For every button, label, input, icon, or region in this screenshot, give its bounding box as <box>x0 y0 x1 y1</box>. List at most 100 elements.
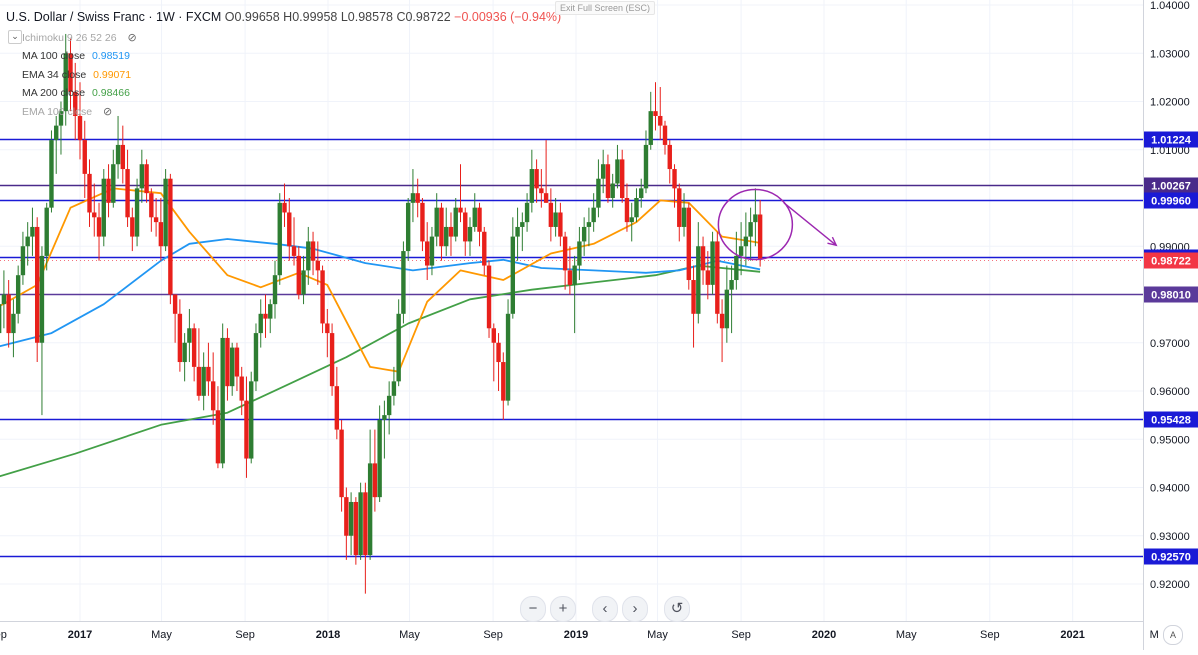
y-tick-label: 1.01000 <box>1150 145 1190 157</box>
candle-body <box>168 178 173 295</box>
candle <box>344 487 349 560</box>
x-tick-label: May <box>896 629 917 641</box>
indicator-label: MA 100 close <box>22 50 86 62</box>
candle <box>68 38 73 112</box>
zoom-out-button[interactable]: − <box>520 596 546 622</box>
candle <box>429 226 435 276</box>
candle-body <box>458 207 463 213</box>
candle-body <box>596 178 601 208</box>
candle <box>172 294 178 343</box>
candle-body <box>705 270 711 285</box>
eye-slash-icon[interactable]: ⊘ <box>127 32 137 44</box>
candle <box>463 207 468 256</box>
candle-body <box>543 193 549 203</box>
x-tick-label: Sep <box>980 629 1000 641</box>
candle <box>306 226 311 285</box>
candle <box>82 120 87 198</box>
candle-body <box>77 115 83 141</box>
candle <box>410 169 416 223</box>
candle <box>391 366 397 406</box>
candle-body <box>491 328 496 343</box>
candle-body <box>653 111 658 116</box>
eye-slash-icon[interactable]: ⊘ <box>102 106 113 118</box>
candle-body <box>386 395 392 416</box>
candle-body <box>429 236 435 266</box>
candle-body <box>172 294 178 314</box>
candle <box>743 212 749 266</box>
candle <box>510 217 516 319</box>
candle-body <box>215 410 221 464</box>
level-price-label: 1.01224 <box>1151 135 1192 147</box>
indicator-ema34[interactable]: EMA 34 close 0.99071 <box>22 69 131 81</box>
candle <box>253 323 259 391</box>
candle-body <box>239 376 244 401</box>
indicator-ma100[interactable]: MA 100 close 0.98519 <box>22 50 130 62</box>
reset-chart-button[interactable]: ↺ <box>664 596 690 622</box>
candle-body <box>567 270 573 285</box>
candle <box>1 270 7 329</box>
candle-body <box>691 280 696 314</box>
candle-body <box>34 226 40 343</box>
candle-body <box>158 222 164 247</box>
scroll-right-button[interactable]: › <box>622 596 648 622</box>
chart-navigation: − + ‹ › ↺ <box>520 596 690 622</box>
symbol-name[interactable]: U.S. Dollar / Swiss Franc · 1W · FXCM <box>6 10 222 24</box>
candle <box>482 226 487 276</box>
candle-body <box>229 347 235 387</box>
candle <box>472 193 477 232</box>
x-tick-label: 2020 <box>812 629 836 641</box>
indicator-ichimoku[interactable]: Ichimoku 9 26 52 26 ⊘ <box>22 31 137 44</box>
candle-body <box>6 294 11 334</box>
drawings <box>717 188 838 261</box>
candle <box>634 188 639 223</box>
zoom-in-button[interactable]: + <box>550 596 576 622</box>
candle-body <box>410 193 416 203</box>
price-labels: 1.012241.002670.999600.987700.980100.954… <box>1144 131 1198 565</box>
candle <box>315 241 321 285</box>
time-axis[interactable]: Sep 2017 May Sep 2018 May Sep 2019 May Sep 2020 May… <box>0 629 1159 641</box>
candle-body <box>58 111 64 126</box>
candle <box>39 246 45 416</box>
candle-body <box>20 246 26 276</box>
indicator-value: 0.98466 <box>91 87 130 99</box>
trend-arrow-head <box>827 236 838 247</box>
candle-body <box>325 323 330 334</box>
candle <box>672 164 677 208</box>
indicator-ema100[interactable]: EMA 100 close ⊘ <box>22 105 112 118</box>
candle <box>353 497 359 565</box>
candle <box>49 130 54 213</box>
indicator-ma200[interactable]: MA 200 close 0.98466 <box>22 87 130 99</box>
candle <box>448 212 454 256</box>
auto-scale-button[interactable]: A <box>1163 625 1183 645</box>
exit-fullscreen-button[interactable]: Exit Full Screen (ESC) <box>555 1 656 15</box>
candle-body <box>344 497 349 536</box>
candle-body <box>420 202 425 242</box>
candle <box>653 82 658 131</box>
candle <box>734 231 739 290</box>
candle-body <box>287 212 292 247</box>
indicator-label: EMA 34 close <box>22 69 87 81</box>
candle <box>648 91 653 150</box>
candle-body <box>558 212 563 237</box>
candle-body <box>734 255 739 281</box>
candle-body <box>106 178 111 203</box>
candle-body <box>700 246 706 271</box>
candle-body <box>339 429 344 498</box>
candle <box>572 255 577 334</box>
candle <box>168 173 173 305</box>
candle-body <box>234 347 240 377</box>
legend-collapse-button[interactable]: ⌄ <box>8 30 22 44</box>
candle <box>425 222 430 281</box>
candle <box>291 217 297 266</box>
y-tick-label: 0.93000 <box>1150 531 1190 543</box>
candle-body <box>562 236 568 271</box>
scroll-left-button[interactable]: ‹ <box>592 596 618 622</box>
level-price-tag <box>1144 177 1198 194</box>
candle <box>715 231 720 324</box>
candle-body <box>191 328 197 367</box>
candle <box>420 198 425 252</box>
candle-body <box>482 231 487 266</box>
candle-body <box>320 270 325 324</box>
